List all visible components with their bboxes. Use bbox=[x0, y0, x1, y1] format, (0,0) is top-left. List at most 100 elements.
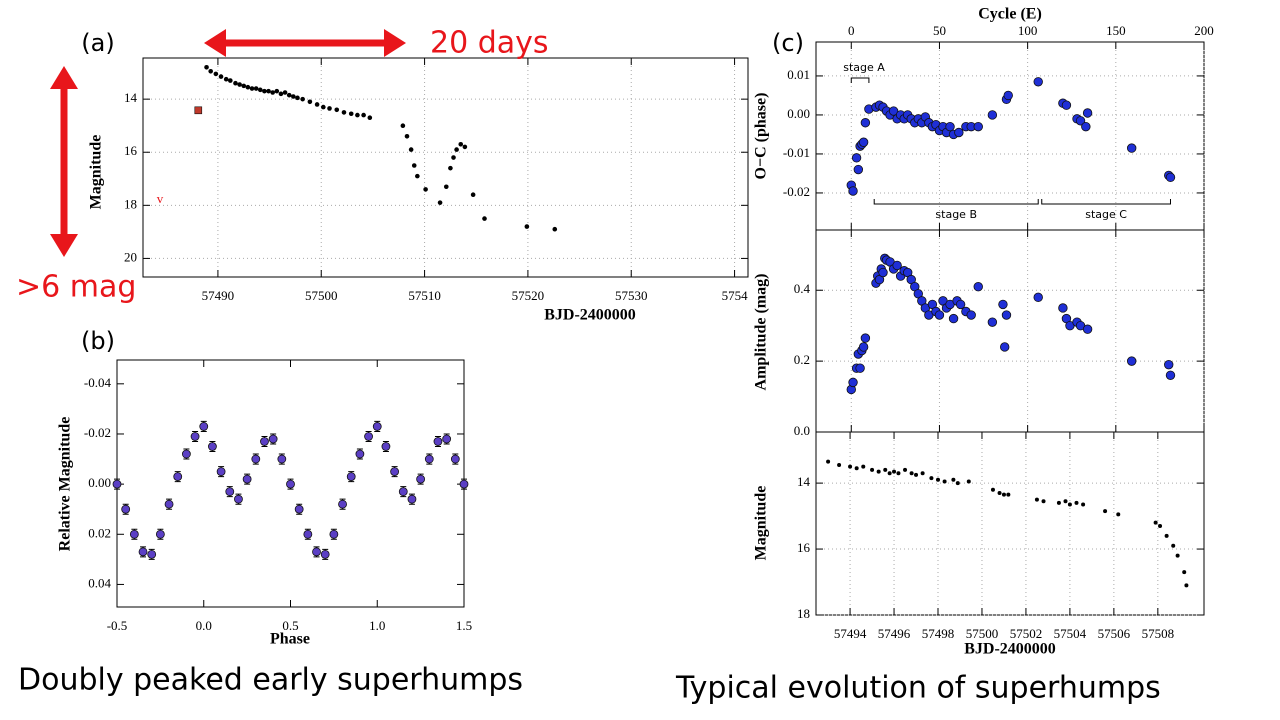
panel-label: (c) bbox=[772, 29, 804, 57]
caption: Typical evolution of superhumps bbox=[675, 671, 1161, 706]
data-point bbox=[372, 422, 382, 431]
stage-label: stage B bbox=[935, 208, 977, 221]
data-point bbox=[948, 313, 959, 324]
data-point bbox=[454, 147, 459, 152]
x-tick-label: 57496 bbox=[878, 626, 911, 641]
annotation: 20 days bbox=[430, 26, 549, 61]
data-point bbox=[451, 155, 456, 160]
data-point bbox=[888, 106, 899, 116]
data-point bbox=[1081, 121, 1091, 132]
y-axis-label: Amplitude (mag) bbox=[753, 274, 770, 391]
data-point bbox=[112, 479, 122, 489]
x-tick-label: 0.0 bbox=[196, 618, 212, 633]
data-point bbox=[896, 471, 901, 476]
data-point bbox=[294, 504, 304, 514]
points bbox=[846, 77, 1176, 196]
data-point bbox=[314, 102, 320, 107]
data-point bbox=[1184, 583, 1189, 588]
x-tick-label: 200 bbox=[1194, 23, 1214, 38]
data-point bbox=[1153, 520, 1158, 525]
y-tick-label: 16 bbox=[797, 540, 811, 555]
data-point bbox=[883, 467, 888, 472]
annotation: >6 mag bbox=[16, 270, 136, 305]
data-point bbox=[208, 68, 213, 74]
data-point bbox=[1041, 499, 1046, 504]
y-tick-label: 18 bbox=[797, 606, 810, 621]
data-point bbox=[199, 422, 209, 431]
data-point bbox=[1067, 502, 1072, 507]
x-tick-label: 57504 bbox=[1054, 626, 1087, 641]
data-point bbox=[262, 88, 267, 94]
data-point bbox=[242, 474, 252, 484]
data-point bbox=[942, 479, 947, 484]
data-point bbox=[955, 481, 960, 486]
stage-bracket bbox=[873, 199, 1039, 205]
data-point bbox=[458, 141, 464, 147]
data-point bbox=[945, 121, 955, 132]
data-point bbox=[1126, 356, 1137, 366]
y-axis-label: Relative Magnitude bbox=[57, 417, 74, 552]
panel: -0.5 0.0 0.5 1.0 1.5 -0.04 -0.02 0.00 0.02 0.04 Ph… bbox=[57, 327, 472, 648]
points bbox=[846, 253, 1176, 395]
data-point bbox=[348, 111, 354, 117]
x-axis-label: Cycle (E) bbox=[978, 6, 1042, 23]
data-point bbox=[892, 260, 902, 271]
data-point bbox=[218, 74, 224, 79]
caption: Doubly peaked early superhumps bbox=[18, 663, 523, 698]
x-tick-label: 57508 bbox=[1142, 626, 1175, 641]
data-point bbox=[390, 467, 400, 476]
data-point bbox=[321, 104, 326, 110]
arrow-head bbox=[50, 234, 78, 257]
y-tick-label: -0.01 bbox=[783, 145, 810, 160]
data-point bbox=[909, 471, 914, 476]
data-point bbox=[228, 78, 233, 83]
data-point bbox=[973, 282, 983, 292]
data-point bbox=[355, 112, 360, 118]
plot-frame bbox=[815, 431, 1205, 616]
data-point bbox=[1034, 497, 1039, 502]
data-point bbox=[190, 432, 200, 441]
y-tick-label: -0.02 bbox=[84, 425, 111, 440]
y-tick-label: 18 bbox=[124, 196, 137, 211]
data-point bbox=[1033, 77, 1043, 87]
data-point bbox=[320, 549, 330, 559]
x-tick-label: 1.0 bbox=[369, 618, 385, 633]
data-point bbox=[858, 137, 869, 147]
data-point bbox=[1058, 303, 1068, 313]
data-point bbox=[282, 90, 288, 95]
data-point bbox=[876, 469, 881, 474]
data-point bbox=[903, 467, 908, 472]
data-point bbox=[878, 267, 888, 278]
data-point bbox=[155, 529, 165, 539]
data-point bbox=[404, 134, 410, 139]
x-tick-label: 100 bbox=[1018, 23, 1038, 38]
data-point bbox=[1165, 172, 1176, 183]
data-point bbox=[450, 454, 460, 464]
data-point bbox=[966, 310, 976, 320]
data-point bbox=[208, 442, 217, 451]
data-point bbox=[887, 471, 892, 476]
data-point bbox=[848, 377, 858, 388]
y-tick-label: 0.2 bbox=[794, 352, 810, 367]
data-point bbox=[121, 504, 131, 514]
data-point bbox=[851, 153, 862, 163]
y-tick-label: 16 bbox=[124, 143, 138, 158]
data-point bbox=[1001, 492, 1006, 497]
data-point bbox=[361, 112, 366, 118]
x-tick-label: 0.5 bbox=[282, 618, 298, 633]
x-tick-label: 150 bbox=[1106, 23, 1126, 38]
data-point bbox=[260, 437, 269, 446]
data-point bbox=[998, 299, 1008, 310]
x-tick-label: 57494 bbox=[834, 626, 867, 641]
x-tick-label: 57530 bbox=[615, 288, 648, 303]
data-point bbox=[955, 299, 966, 310]
data-point bbox=[138, 547, 148, 557]
y-tick-label: 0.0 bbox=[794, 423, 810, 438]
y-tick-label: 20 bbox=[124, 249, 137, 264]
data-point bbox=[407, 494, 417, 504]
data-point bbox=[364, 432, 373, 441]
data-point bbox=[216, 467, 226, 476]
data-point bbox=[225, 487, 235, 497]
data-point bbox=[433, 437, 443, 446]
data-point bbox=[251, 454, 261, 464]
